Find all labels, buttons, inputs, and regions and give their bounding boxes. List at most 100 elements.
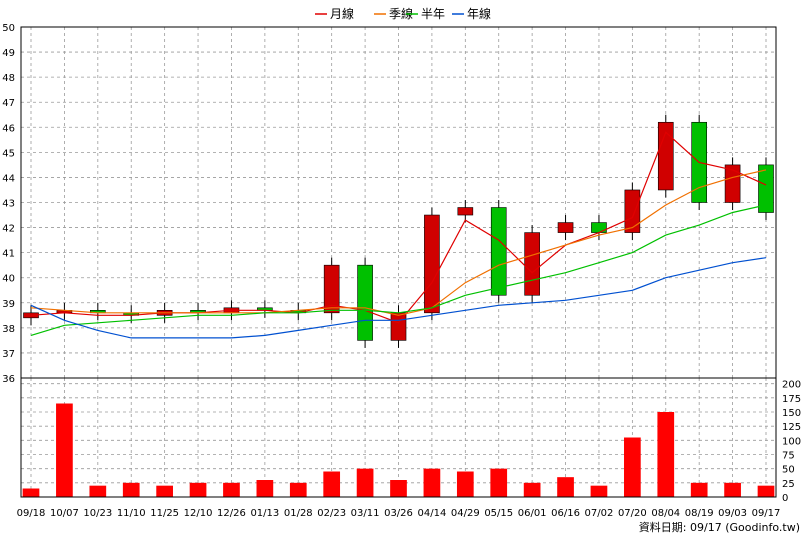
moving-averages [30, 131, 767, 339]
volume-tick-label: 25 [782, 479, 795, 490]
volume-tick-label: 75 [782, 451, 795, 462]
volume-bar [22, 488, 40, 497]
volume-tick-label: 100 [782, 436, 801, 447]
candle-body [724, 164, 741, 203]
volume-tick-label: 50 [782, 465, 795, 476]
volume-grid [21, 378, 776, 498]
price-tick-label: 38 [2, 324, 15, 335]
legend-label-quarter: 季線 [389, 6, 413, 21]
candle-body [624, 189, 641, 233]
volume-tick-label: 175 [782, 394, 801, 405]
volume-bar [557, 477, 574, 497]
x-tick-label: 04/29 [451, 508, 480, 519]
x-tick-label: 07/02 [585, 508, 614, 519]
x-tick-label: 04/14 [417, 508, 446, 519]
x-tick-label: 01/13 [250, 508, 279, 519]
candle-body [591, 222, 607, 233]
x-tick-label: 03/11 [351, 508, 380, 519]
x-tick-label: 03/26 [384, 508, 413, 519]
candle-body [457, 207, 474, 216]
x-axis-labels: 09/18 10/07 10/23 11/10 11/25 12/10 12/26 01/13… [17, 508, 781, 519]
x-tick-label: 02/23 [317, 508, 346, 519]
volume-bars [22, 403, 775, 497]
price-tick-label: 41 [2, 249, 15, 260]
x-tick-label: 08/19 [685, 508, 714, 519]
volume-bar [56, 403, 73, 497]
x-tick-label: 06/01 [518, 508, 547, 519]
legend-label-month: 月線 [330, 6, 354, 21]
volume-bar [323, 471, 341, 497]
candle-body [357, 264, 373, 341]
volume-bar [657, 412, 675, 497]
volume-bar [423, 468, 441, 497]
volume-bar [223, 482, 240, 497]
volume-tick-label: 0 [782, 493, 788, 504]
candle-body [524, 232, 540, 296]
candle-body [657, 121, 674, 191]
price-tick-label: 39 [2, 299, 15, 310]
x-tick-label: 10/07 [50, 508, 79, 519]
candle-body [490, 207, 507, 296]
candle-body [424, 214, 440, 314]
x-tick-label: 09/17 [752, 508, 781, 519]
candle-body [323, 264, 340, 314]
volume-tick-label: 150 [782, 408, 801, 419]
x-tick-label: 09/03 [718, 508, 747, 519]
price-tick-label: 46 [2, 123, 15, 134]
volume-axis-ticks: 0 25 50 75 100 125 150 175 200 [782, 380, 801, 504]
volume-bar [390, 480, 407, 497]
volume-bar [356, 468, 374, 497]
volume-bar [456, 471, 474, 497]
price-tick-label: 48 [2, 73, 15, 84]
x-tick-label: 08/04 [651, 508, 680, 519]
volume-bar [590, 485, 608, 497]
legend-label-half: 半年 [421, 7, 445, 21]
ma-line-quarter [30, 169, 767, 316]
price-axis-ticks: 36 37 38 39 40 41 42 43 44 45 46 47 48 49 50 [2, 23, 15, 385]
x-tick-label: 11/25 [150, 508, 179, 519]
volume-bar [189, 482, 207, 497]
legend: 月線 季線 半年 年線 [315, 6, 491, 21]
price-tick-label: 43 [2, 199, 15, 210]
price-tick-label: 40 [2, 274, 15, 285]
price-tick-label: 45 [2, 148, 15, 159]
volume-bar [289, 482, 307, 497]
volume-bar [256, 480, 274, 497]
volume-bar [156, 485, 173, 497]
price-tick-label: 49 [2, 48, 15, 59]
legend-label-year: 年線 [467, 6, 491, 21]
price-tick-label: 47 [2, 98, 15, 109]
volume-bar [490, 468, 508, 497]
volume-bar [523, 482, 541, 497]
volume-panel: 0 25 50 75 100 125 150 175 200 [20, 377, 801, 504]
volume-panel-frame [20, 377, 777, 498]
price-tick-label: 44 [2, 173, 15, 184]
volume-bar [724, 482, 741, 497]
volume-bar [690, 482, 708, 497]
price-tick-label: 36 [2, 374, 15, 385]
volume-bar [757, 485, 775, 497]
x-tick-label: 11/10 [117, 508, 146, 519]
x-tick-label: 01/28 [284, 508, 313, 519]
data-date-footer: 資料日期: 09/17 (Goodinfo.tw) [639, 520, 800, 534]
candle-body [557, 222, 574, 233]
x-tick-label: 06/16 [551, 508, 580, 519]
volume-tick-label: 200 [782, 380, 801, 391]
volume-tick-label: 125 [782, 422, 801, 433]
ma-line-month [30, 131, 767, 324]
x-tick-label: 12/10 [184, 508, 213, 519]
price-tick-label: 37 [2, 349, 15, 360]
ma-line-half [30, 204, 767, 336]
volume-bar [89, 485, 107, 497]
x-tick-label: 09/18 [17, 508, 46, 519]
x-tick-label: 07/20 [618, 508, 647, 519]
x-tick-label: 10/23 [83, 508, 112, 519]
volume-bar [122, 482, 140, 497]
candle-body [758, 164, 774, 213]
price-tick-label: 50 [2, 23, 15, 34]
ma-line-year [30, 257, 767, 339]
x-tick-label: 12/26 [217, 508, 246, 519]
x-tick-label: 05/15 [484, 508, 513, 519]
price-tick-label: 42 [2, 224, 15, 235]
